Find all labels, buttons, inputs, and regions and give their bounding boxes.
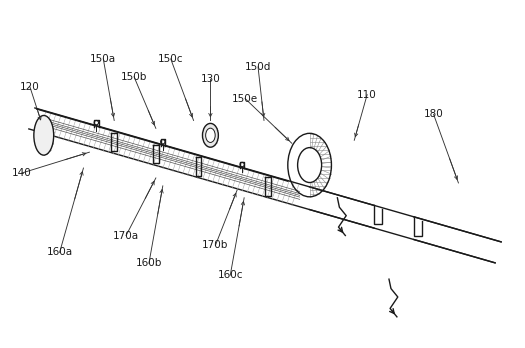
Ellipse shape bbox=[206, 128, 215, 142]
Text: 160c: 160c bbox=[217, 270, 243, 280]
Text: 170a: 170a bbox=[113, 230, 139, 240]
Text: 150d: 150d bbox=[245, 62, 271, 72]
Ellipse shape bbox=[34, 116, 54, 155]
Text: 110: 110 bbox=[358, 90, 377, 100]
Text: 170b: 170b bbox=[202, 240, 228, 251]
Text: 140: 140 bbox=[12, 168, 32, 178]
Text: 180: 180 bbox=[424, 110, 444, 119]
Ellipse shape bbox=[203, 124, 218, 147]
Text: 160a: 160a bbox=[47, 247, 72, 258]
Text: 150b: 150b bbox=[121, 72, 147, 82]
Text: 150a: 150a bbox=[90, 54, 117, 64]
Text: 160b: 160b bbox=[136, 258, 162, 268]
Text: 120: 120 bbox=[20, 82, 40, 92]
Text: 130: 130 bbox=[201, 74, 220, 84]
Text: 150c: 150c bbox=[158, 54, 184, 64]
Text: 150e: 150e bbox=[232, 94, 258, 104]
